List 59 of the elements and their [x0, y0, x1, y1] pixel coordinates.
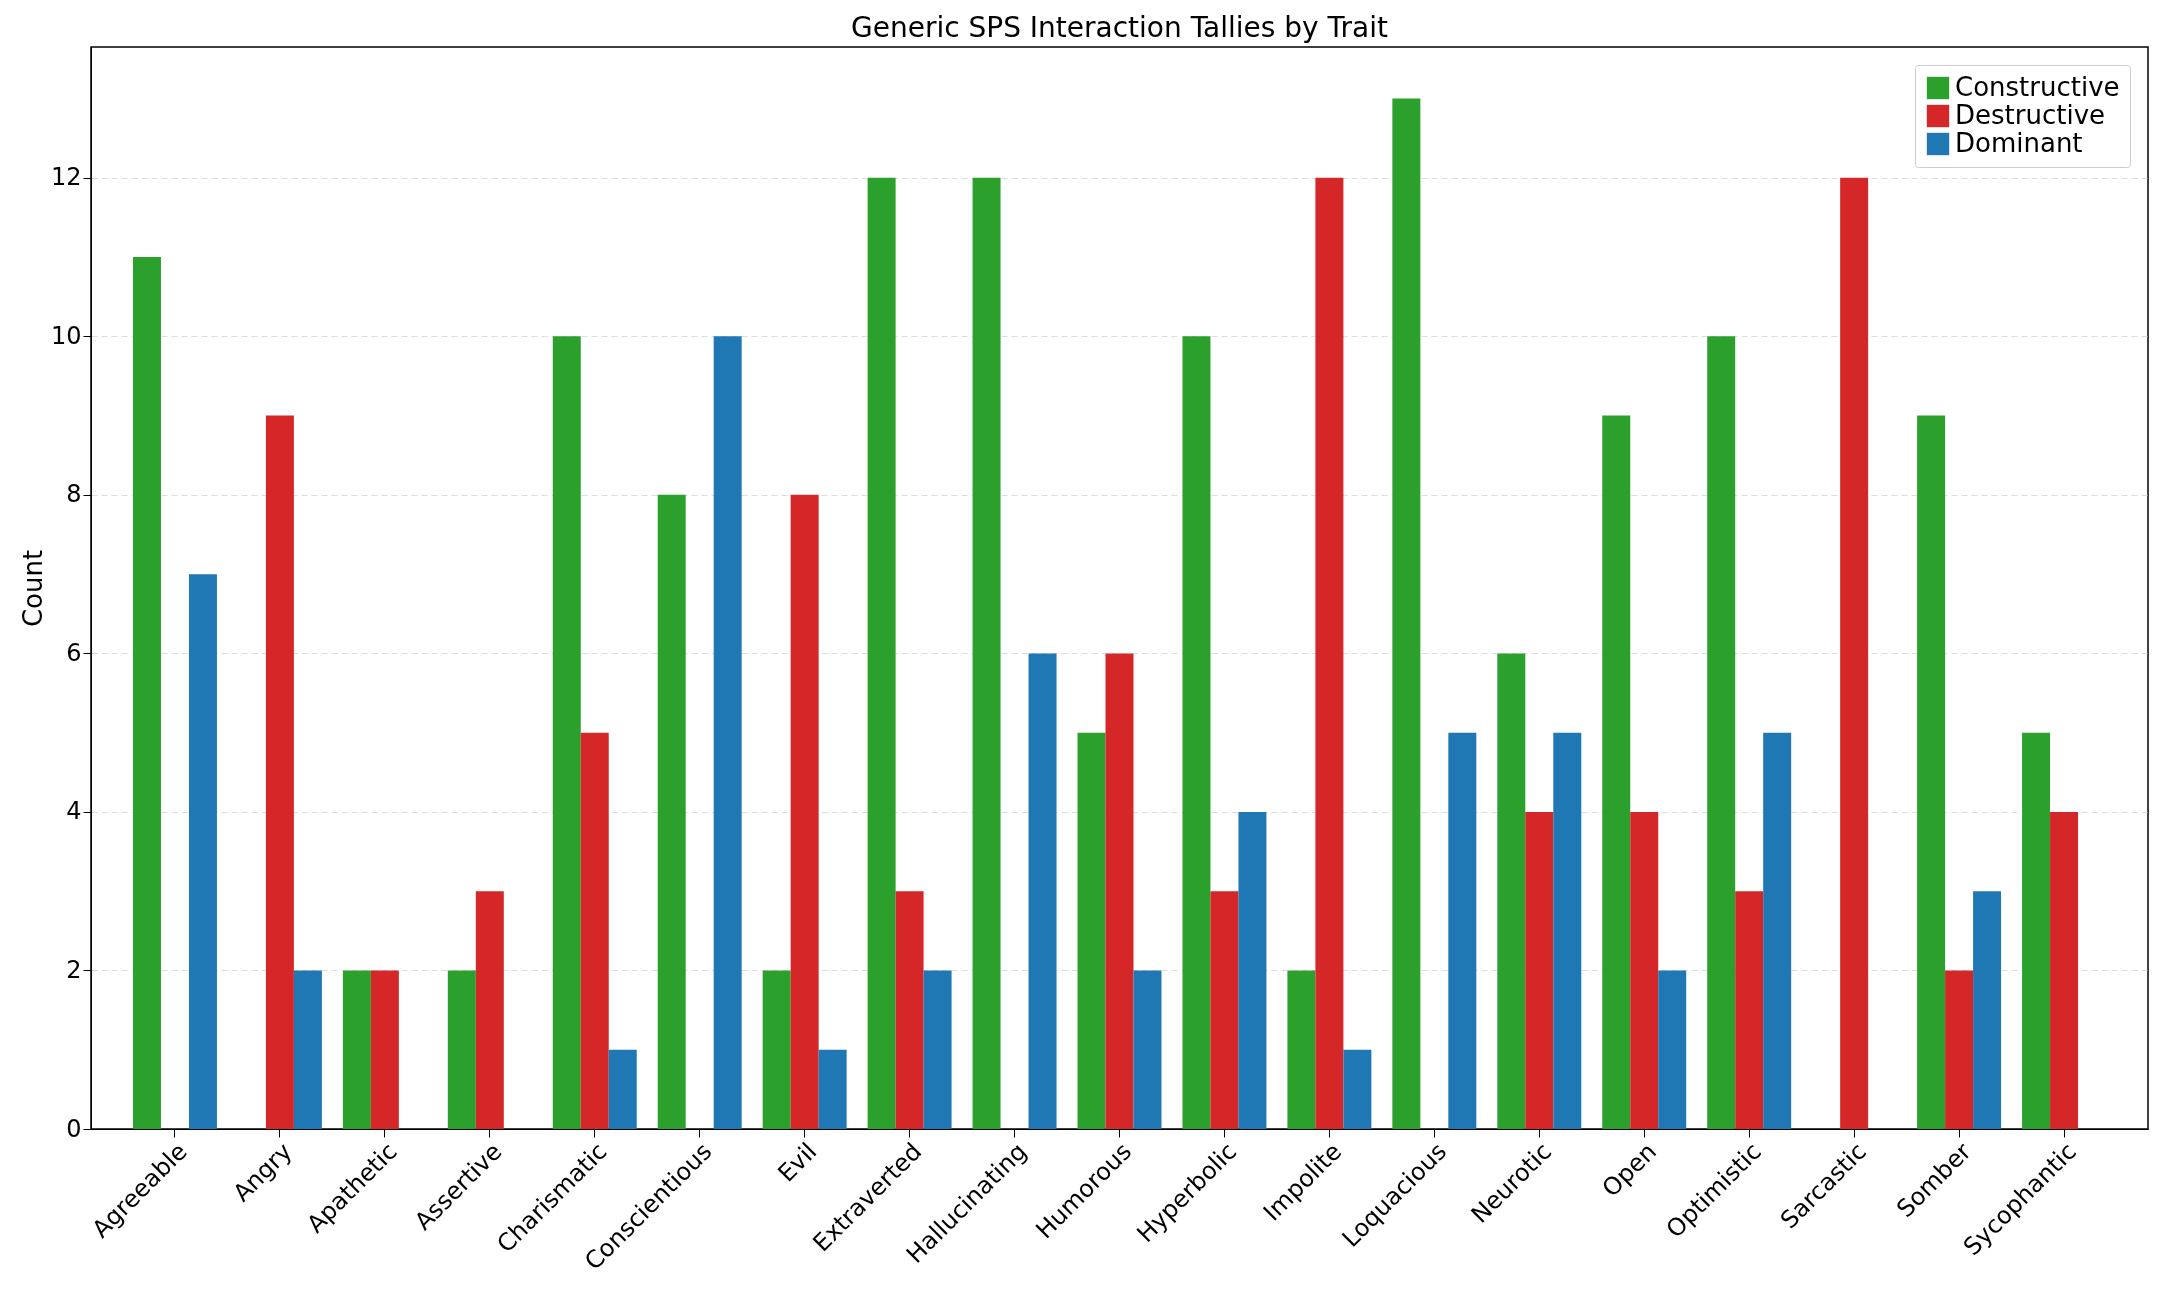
bar: [1602, 415, 1631, 1129]
bar: [1525, 811, 1554, 1129]
y-tick-label: 12: [50, 163, 82, 192]
bar: [188, 574, 217, 1129]
bar: [1973, 891, 2002, 1129]
y-tick-label: 8: [66, 480, 82, 509]
bar: [867, 177, 896, 1129]
bar: [790, 494, 819, 1129]
bar: [1448, 732, 1477, 1129]
y-axis-title: Count: [17, 549, 48, 628]
legend-label: Constructive: [1955, 72, 2120, 102]
bar: [2050, 811, 2079, 1129]
bar: [818, 1049, 847, 1129]
bar: [1735, 891, 1764, 1129]
bar: [1658, 970, 1687, 1129]
bar: [342, 970, 371, 1129]
y-tick-label: 2: [66, 955, 82, 984]
bar: [1917, 415, 1946, 1129]
bar: [972, 177, 1001, 1129]
bar: [1287, 970, 1316, 1129]
bar: [1497, 653, 1526, 1129]
bar: [1105, 653, 1134, 1129]
bar: [1630, 811, 1659, 1129]
bar: [475, 891, 504, 1129]
bar: [1343, 1049, 1372, 1129]
bar: [1182, 336, 1211, 1129]
bar: [1553, 732, 1582, 1129]
bar: [1392, 98, 1421, 1129]
bar: [1133, 970, 1162, 1129]
bar: [895, 891, 924, 1129]
bar: [1840, 177, 1869, 1129]
y-tick-label: 4: [66, 797, 82, 826]
bar: [370, 970, 399, 1129]
bar: [1763, 732, 1792, 1129]
bar: [1945, 970, 1974, 1129]
bar: [713, 336, 742, 1129]
bar: [1315, 177, 1344, 1129]
bar: [1238, 811, 1267, 1129]
y-tick-label: 0: [66, 1114, 82, 1143]
bar: [608, 1049, 637, 1129]
chart-title: Generic SPS Interaction Tallies by Trait: [851, 11, 1388, 44]
legend-label: Dominant: [1955, 128, 2083, 158]
bar: [293, 970, 322, 1129]
bar: [1028, 653, 1057, 1129]
bar: [2022, 732, 2051, 1129]
bar: [1707, 336, 1736, 1129]
bar: [657, 494, 686, 1129]
bar: [762, 970, 791, 1129]
bar: [447, 970, 476, 1129]
bar: [1077, 732, 1106, 1129]
bar: [552, 336, 581, 1129]
legend-label: Destructive: [1955, 100, 2106, 130]
bar: [580, 732, 609, 1129]
bar: [1210, 891, 1239, 1129]
y-tick-label: 6: [66, 638, 82, 667]
bar: [265, 415, 294, 1129]
bar: [132, 257, 161, 1129]
bar: [923, 970, 952, 1129]
y-tick-label: 10: [50, 321, 82, 350]
